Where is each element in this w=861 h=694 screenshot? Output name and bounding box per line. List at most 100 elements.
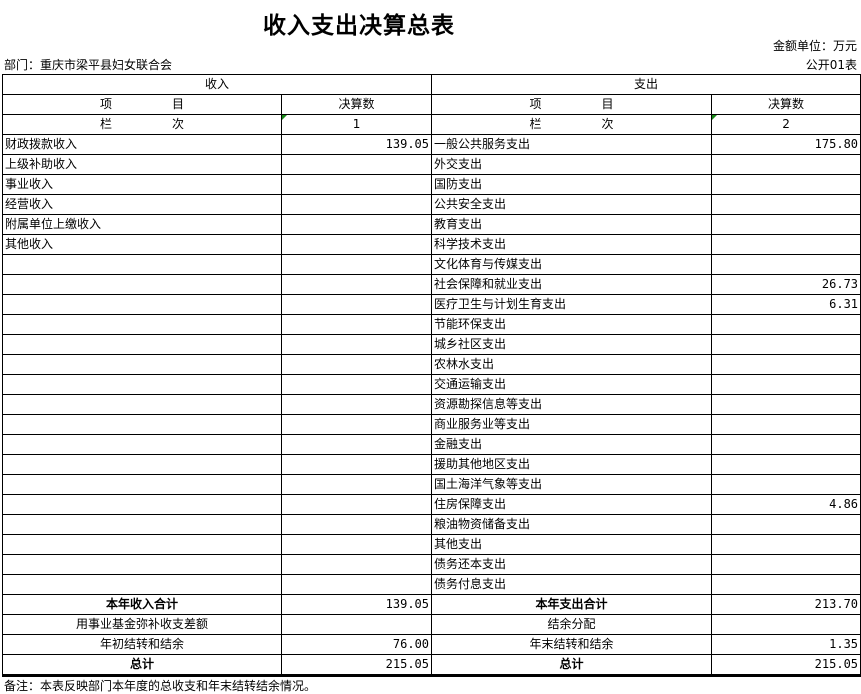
table-row: 债务付息支出 [2, 574, 861, 595]
expense-amount: 215.05 [711, 654, 861, 677]
table-row: 商业服务业等支出 [2, 414, 861, 435]
table-row: 财政拨款收入 139.05 一般公共服务支出 175.80 [2, 134, 861, 155]
expense-item: 结余分配 [431, 614, 713, 635]
expense-amount [711, 194, 861, 215]
expense-item: 农林水支出 [431, 354, 713, 375]
expense-item: 科学技术支出 [431, 234, 713, 255]
expense-amount [711, 554, 861, 575]
income-amount: 215.05 [280, 654, 433, 677]
income-item [2, 574, 282, 595]
income-item [2, 334, 282, 355]
table-row: 上级补助收入 外交支出 [2, 154, 861, 175]
unit-label: 金额单位：万元 [772, 39, 857, 53]
table-row: 事业收入 国防支出 [2, 174, 861, 195]
table-row: 节能环保支出 [2, 314, 861, 335]
income-amount [280, 554, 433, 575]
expense-item: 交通运输支出 [431, 374, 713, 395]
income-amount [280, 314, 433, 335]
income-amount [280, 534, 433, 555]
expense-item: 资源勘探信息等支出 [431, 394, 713, 415]
income-header: 收入 [1, 74, 433, 95]
income-item: 事业收入 [2, 174, 282, 195]
expense-item-header: 项 目 [431, 94, 713, 115]
income-amount [280, 494, 433, 515]
income-item [2, 254, 282, 275]
expense-item: 社会保障和就业支出 [431, 274, 713, 295]
income-item [2, 274, 282, 295]
expense-column-number: 2 [711, 114, 861, 135]
footnote: 备注：本表反映部门本年度的总收支和年末结转结余情况。 [4, 679, 317, 693]
expense-amount [711, 234, 861, 255]
income-amount [280, 574, 433, 595]
expense-amount-header: 决算数 [711, 94, 861, 115]
expense-amount: 26.73 [711, 274, 861, 295]
header-row: 收入 支出 [1, 74, 861, 95]
income-amount: 76.00 [280, 634, 433, 655]
income-item [2, 314, 282, 335]
income-amount [280, 334, 433, 355]
income-item-header: 项 目 [2, 94, 282, 115]
income-amount [280, 434, 433, 455]
income-amount [280, 354, 433, 375]
income-item: 经营收入 [2, 194, 282, 215]
expense-item: 教育支出 [431, 214, 713, 235]
income-item [2, 294, 282, 315]
table-code: 公开01表 [805, 58, 857, 72]
income-item [2, 394, 282, 415]
income-amount [280, 374, 433, 395]
expense-item: 住房保障支出 [431, 494, 713, 515]
table-row: 医疗卫生与计划生育支出 6.31 [2, 294, 861, 315]
expense-item: 援助其他地区支出 [431, 454, 713, 475]
income-item [2, 354, 282, 375]
summary-row: 总计 215.05 总计 215.05 [2, 654, 861, 677]
income-amount [280, 214, 433, 235]
income-item [2, 454, 282, 475]
expense-amount: 175.80 [711, 134, 861, 155]
column-number-row: 栏 次 1 栏 次 2 [2, 114, 861, 135]
income-item: 年初结转和结余 [2, 634, 282, 655]
subheader-row: 项 目 决算数 项 目 决算数 [2, 94, 861, 115]
expense-item: 医疗卫生与计划生育支出 [431, 294, 713, 315]
income-item: 用事业基金弥补收支差额 [2, 614, 282, 635]
expense-item: 本年支出合计 [431, 594, 713, 615]
income-item: 上级补助收入 [2, 154, 282, 175]
income-item [2, 414, 282, 435]
page-title: 收入支出决算总表 [263, 13, 455, 39]
expense-item: 总计 [431, 654, 713, 677]
department-label: 部门：重庆市梁平县妇女联合会 [4, 58, 173, 72]
expense-amount [711, 334, 861, 355]
expense-amount [711, 574, 861, 595]
income-item [2, 494, 282, 515]
table-row: 援助其他地区支出 [2, 454, 861, 475]
expense-column-label: 栏 次 [431, 114, 713, 135]
summary-row: 本年收入合计 139.05 本年支出合计 213.70 [2, 594, 861, 615]
expense-amount [711, 374, 861, 395]
expense-amount [711, 414, 861, 435]
income-item [2, 474, 282, 495]
expense-amount [711, 614, 861, 635]
income-item: 本年收入合计 [2, 594, 282, 615]
expense-item: 债务还本支出 [431, 554, 713, 575]
table-row: 社会保障和就业支出 26.73 [2, 274, 861, 295]
expense-item: 粮油物资储备支出 [431, 514, 713, 535]
table-row: 其他支出 [2, 534, 861, 555]
income-item: 总计 [2, 654, 282, 677]
expense-amount [711, 514, 861, 535]
expense-amount [711, 394, 861, 415]
expense-amount: 6.31 [711, 294, 861, 315]
expense-item: 文化体育与传媒支出 [431, 254, 713, 275]
summary-row: 年初结转和结余 76.00 年末结转和结余 1.35 [2, 634, 861, 655]
expense-amount [711, 474, 861, 495]
income-item [2, 514, 282, 535]
expense-item: 国防支出 [431, 174, 713, 195]
expense-item: 公共安全支出 [431, 194, 713, 215]
income-item: 附属单位上缴收入 [2, 214, 282, 235]
expense-item: 城乡社区支出 [431, 334, 713, 355]
table-row: 金融支出 [2, 434, 861, 455]
table-row: 文化体育与传媒支出 [2, 254, 861, 275]
income-item [2, 554, 282, 575]
income-amount [280, 194, 433, 215]
income-amount: 139.05 [280, 134, 433, 155]
expense-amount [711, 174, 861, 195]
expense-amount [711, 214, 861, 235]
